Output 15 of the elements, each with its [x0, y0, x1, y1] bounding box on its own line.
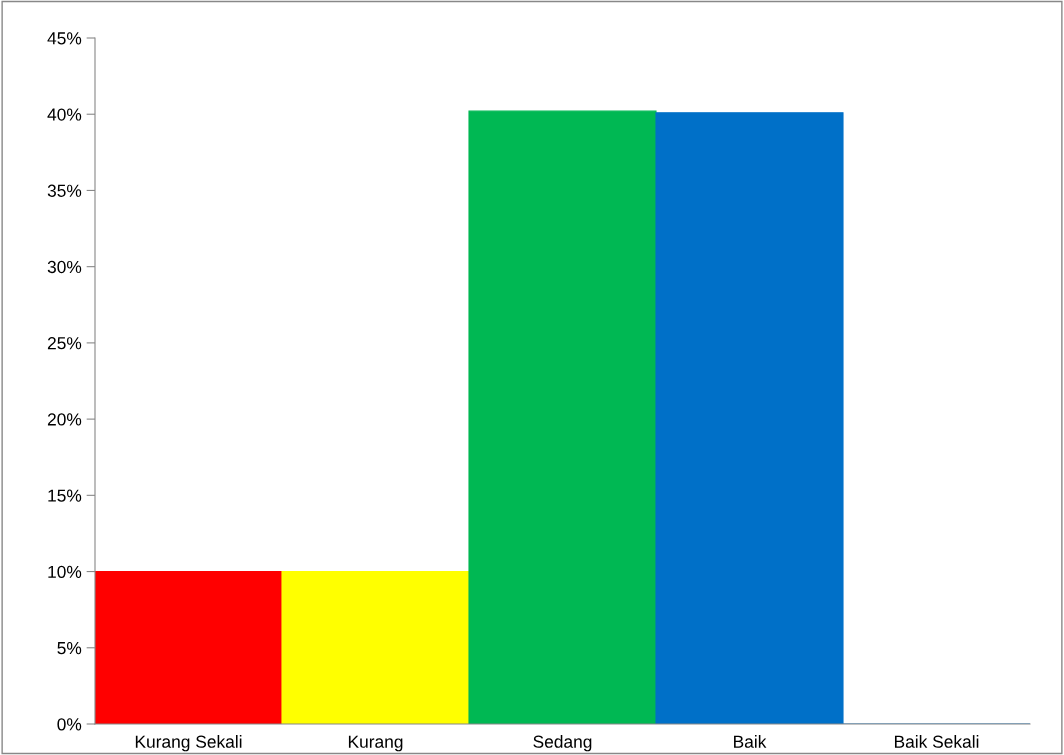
y-tick-label: 0% [57, 718, 82, 731]
y-tick-label: 20% [47, 413, 82, 426]
y-tick-label: 40% [47, 108, 82, 121]
y-tick-label: 35% [47, 184, 82, 197]
x-tick-label: Baik Sekali [894, 735, 979, 748]
x-tick-label: Sedang [533, 735, 592, 752]
x-tick-label: Kurang Sekali [135, 735, 242, 752]
y-tick-label: 15% [48, 489, 82, 502]
x-tick-label: Kurang [348, 735, 403, 752]
y-tick-label: 45% [47, 32, 82, 45]
y-tick-label: 5% [57, 642, 82, 655]
y-tick-label: 30% [47, 260, 82, 274]
y-tick-label: 10% [48, 565, 82, 579]
x-tick-label: Baik [734, 735, 767, 748]
y-tick-label: 25% [47, 337, 82, 350]
